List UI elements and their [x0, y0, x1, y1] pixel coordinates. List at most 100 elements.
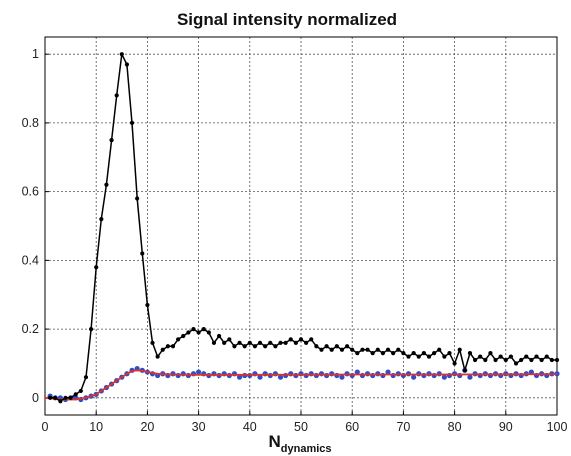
x-axis-label-main: N: [268, 432, 280, 451]
data-point: [421, 351, 426, 356]
x-tick-label: 10: [89, 420, 103, 434]
data-point: [48, 395, 53, 400]
data-point: [406, 354, 411, 359]
data-point: [216, 333, 222, 339]
data-point: [354, 369, 360, 375]
data-point: [283, 340, 288, 345]
x-tick-label: 0: [42, 420, 49, 434]
data-point: [375, 347, 380, 352]
data-point: [83, 375, 89, 380]
data-point: [247, 340, 252, 345]
data-point: [360, 347, 365, 352]
data-point: [304, 340, 309, 345]
data-point: [155, 354, 160, 359]
series-1: [47, 366, 560, 403]
data-point: [380, 351, 386, 356]
data-point: [385, 347, 391, 352]
series-0: [48, 52, 560, 404]
data-point: [129, 120, 135, 126]
y-tick-label: 0: [32, 391, 39, 405]
data-point: [201, 326, 206, 332]
data-point: [493, 357, 498, 363]
data-point: [73, 392, 78, 397]
data-point: [365, 347, 370, 352]
data-point: [391, 351, 396, 356]
data-point: [539, 357, 544, 363]
data-point: [78, 388, 83, 394]
data-point: [426, 354, 432, 359]
series-line: [50, 53, 557, 403]
y-tick-label: 0.8: [22, 116, 39, 130]
data-point: [277, 374, 284, 380]
x-tick-label: 60: [345, 420, 359, 434]
data-point: [437, 347, 442, 352]
y-tick-label: 0.4: [22, 253, 39, 267]
x-tick-label: 50: [294, 420, 308, 434]
data-point: [191, 326, 196, 332]
data-point: [314, 344, 319, 349]
data-point: [513, 361, 519, 366]
data-point: [104, 182, 109, 187]
data-point: [124, 62, 130, 67]
data-point: [441, 374, 447, 380]
data-point: [114, 93, 119, 98]
data-point: [411, 374, 417, 380]
data-point: [94, 265, 99, 270]
data-point: [478, 354, 483, 359]
data-point: [416, 354, 421, 359]
data-point: [165, 344, 170, 349]
data-point: [150, 340, 155, 345]
data-point: [472, 357, 478, 363]
data-point: [53, 395, 58, 400]
data-point: [370, 351, 375, 356]
x-tick-label: 100: [547, 420, 568, 434]
data-point: [135, 196, 140, 201]
data-point: [273, 344, 278, 349]
data-point: [58, 399, 63, 404]
data-point: [339, 347, 345, 352]
data-point: [242, 344, 247, 349]
data-point: [232, 344, 237, 349]
x-tick-label: 70: [396, 420, 410, 434]
data-point: [350, 347, 355, 352]
data-point: [298, 337, 304, 342]
data-point: [206, 330, 211, 335]
data-point: [170, 344, 176, 349]
data-point: [467, 374, 473, 380]
data-point: [396, 347, 401, 352]
data-point: [119, 52, 124, 57]
data-point: [263, 344, 268, 349]
data-point: [309, 337, 314, 342]
data-point: [222, 340, 227, 345]
data-point: [462, 368, 467, 373]
data-point: [68, 395, 73, 400]
data-point: [385, 369, 391, 375]
x-tick-label: 80: [448, 420, 462, 434]
data-point: [257, 374, 263, 380]
x-axis-ticks: 0 10 20 30 40 50 60 70 80 90 100: [42, 411, 568, 434]
data-point: [236, 374, 243, 380]
x-axis-label: Ndynamics: [268, 432, 331, 455]
data-point: [432, 351, 437, 356]
data-point: [452, 361, 457, 366]
data-point: [160, 347, 165, 352]
chart-title: Signal intensity normalized: [177, 10, 397, 29]
data-point: [329, 347, 334, 352]
data-point: [88, 326, 94, 332]
data-point: [334, 344, 339, 349]
series-line: [44, 369, 558, 401]
data-point: [503, 357, 508, 363]
x-tick-label: 30: [192, 420, 206, 434]
data-point: [457, 347, 462, 352]
data-point: [63, 395, 68, 400]
data-point: [196, 369, 202, 375]
data-point: [293, 340, 298, 345]
y-tick-label: 0.2: [22, 322, 39, 336]
data-point: [498, 354, 503, 359]
y-axis-ticks: 0 0.2 0.4 0.6 0.8 1: [22, 47, 49, 405]
x-tick-label: 90: [499, 420, 513, 434]
data-point: [196, 330, 201, 335]
data-point: [544, 354, 549, 359]
data-point: [140, 251, 145, 256]
